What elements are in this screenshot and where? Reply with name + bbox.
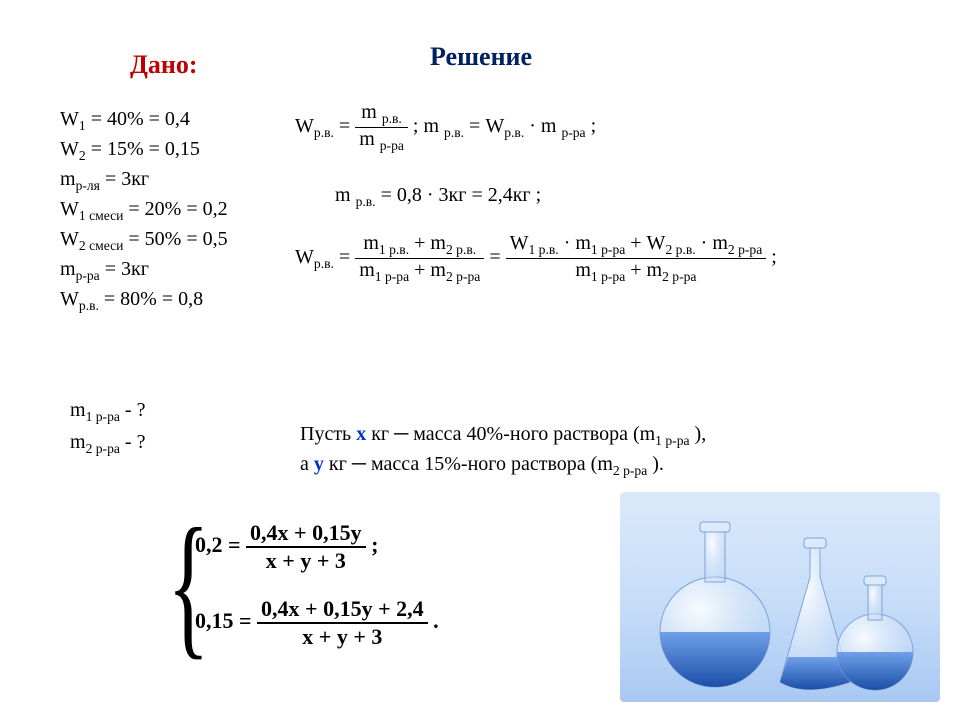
given-line-3: mр-ля = 3кг	[60, 165, 228, 195]
brace-icon: {	[167, 504, 209, 664]
system-eq-2: 0,15 = 0,4x + 0,15y + 2,4 x + y + 3 .	[195, 596, 439, 650]
given-block: W1 = 40% = 0,4 W2 = 15% = 0,15 mр-ля = 3…	[60, 105, 228, 315]
let-block: Пусть x кг ─ масса 40%-ного раствора (m1…	[300, 420, 930, 480]
given-line-6: mр-ра = 3кг	[60, 255, 228, 285]
given-line-5: W2 смеси = 50% = 0,5	[60, 225, 228, 255]
solution-block: Wр.в. = m р.в. m р-ра ; m р.в. = Wр.в. ·…	[295, 95, 935, 291]
solution-eq-3: Wр.в. = m1 р.в. + m2 р.в. m1 р-ра + m2 р…	[295, 232, 935, 285]
find-line-1: m1 р-ра - ?	[70, 395, 145, 427]
given-line-7: Wр.в. = 80% = 0,8	[60, 285, 228, 315]
given-heading: Дано:	[130, 50, 198, 80]
given-line-4: W1 смеси = 20% = 0,2	[60, 195, 228, 225]
let-line-2: а y кг ─ масса 15%-ного раствора (m2 р-р…	[300, 450, 930, 480]
given-line-1: W1 = 40% = 0,4	[60, 105, 228, 135]
given-line-2: W2 = 15% = 0,15	[60, 135, 228, 165]
equation-system: { 0,2 = 0,4x + 0,15y x + y + 3 ; 0,15 = …	[195, 510, 439, 672]
find-block: m1 р-ра - ? m2 р-ра - ?	[70, 395, 145, 460]
system-eq-1: 0,2 = 0,4x + 0,15y x + y + 3 ;	[195, 520, 439, 574]
solution-eq-2: m р.в. = 0,8 · 3кг = 2,4кг ;	[335, 184, 935, 210]
solution-heading: Решение	[430, 42, 532, 72]
solution-eq-1: Wр.в. = m р.в. m р-ра ; m р.в. = Wр.в. ·…	[295, 101, 935, 154]
find-line-2: m2 р-ра - ?	[70, 427, 145, 459]
let-line-1: Пусть x кг ─ масса 40%-ного раствора (m1…	[300, 420, 930, 450]
flasks-image	[620, 492, 940, 702]
